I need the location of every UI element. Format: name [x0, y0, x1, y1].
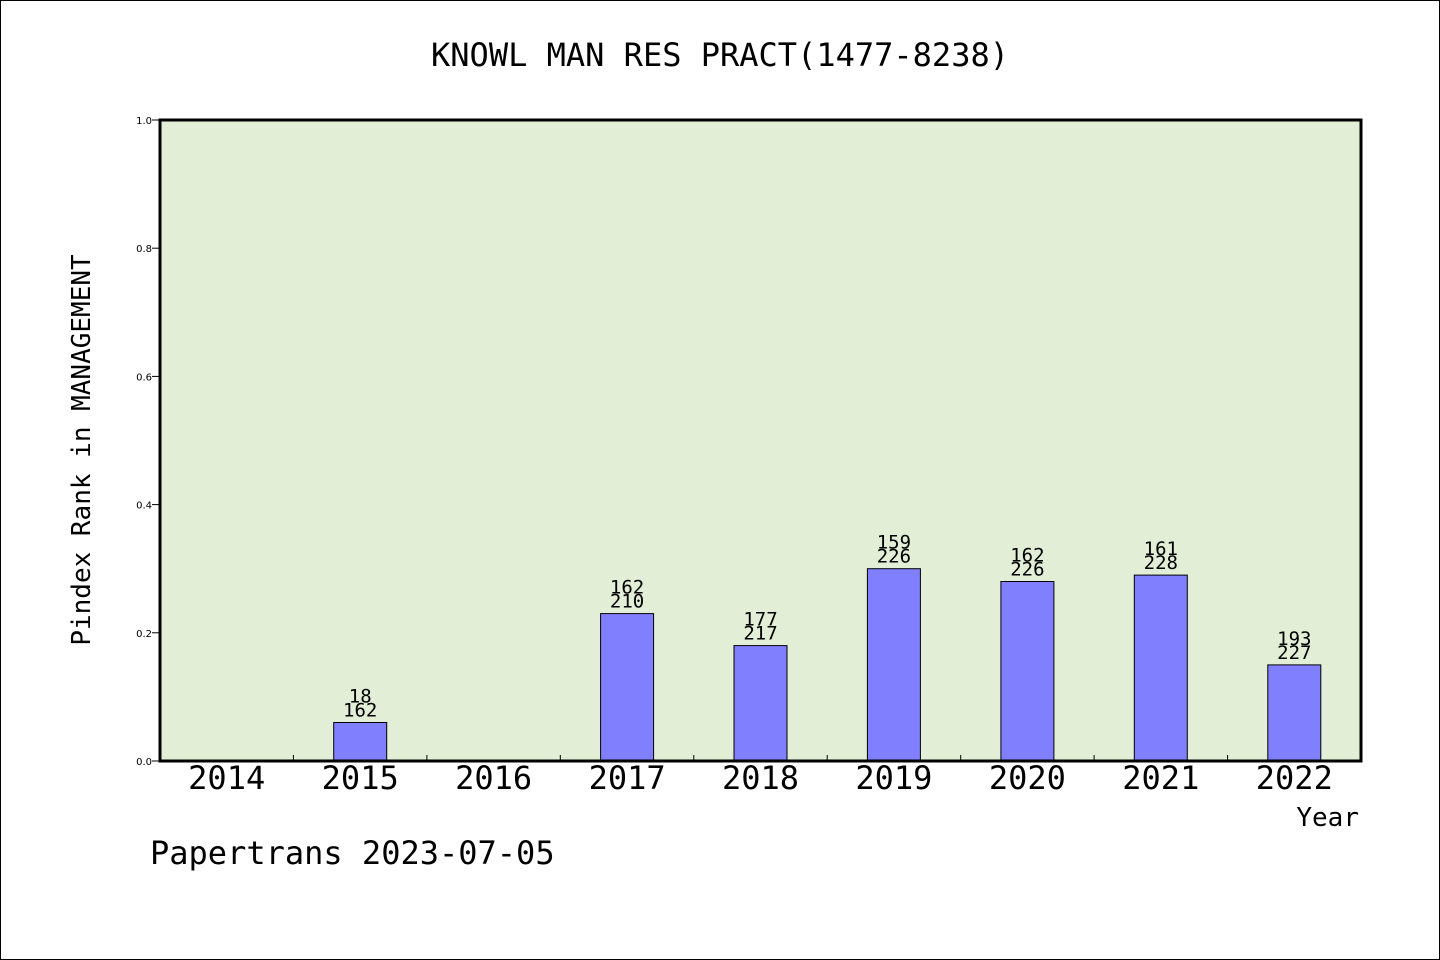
x-tick-label-2018: 2018 [722, 759, 799, 797]
data-label-bottom-2015: 162 [343, 700, 377, 722]
bar-2021 [1133, 574, 1188, 762]
plot-border [158, 118, 1363, 763]
x-tick-label-2020: 2020 [989, 759, 1066, 797]
data-label-top-2018: 177 [743, 609, 777, 631]
bar-2020 [1000, 581, 1055, 762]
x-tick-label-2014: 2014 [188, 759, 265, 797]
data-label-bottom-2020: 226 [1010, 559, 1044, 581]
bar-2022 [1267, 664, 1322, 762]
x-tick-label-2017: 2017 [589, 759, 666, 797]
data-label-bottom-2019: 226 [877, 546, 911, 568]
data-label-bottom-2022: 227 [1277, 642, 1311, 664]
bars-layer [333, 568, 1322, 762]
x-ticks-layer: 2014 2015 2016 2017 2018 2019 2020 2021 2022 [188, 755, 1333, 797]
data-label-top-2015: 18 [349, 686, 372, 708]
y-tick-label-0.8: 0.8 [136, 244, 152, 255]
bar-2019 [866, 568, 921, 762]
data-label-top-2021: 161 [1144, 538, 1178, 560]
chart-title: KNOWL MAN RES PRACT(1477-8238) [431, 36, 1009, 74]
data-label-bottom-2021: 228 [1144, 552, 1178, 574]
data-label-bottom-2018: 217 [743, 623, 777, 645]
footer-credit: Papertrans 2023-07-05 [150, 834, 555, 872]
y-tick-label-0.6: 0.6 [136, 372, 152, 383]
bar-2018 [733, 645, 788, 762]
x-tick-label-2019: 2019 [855, 759, 932, 797]
y-ticks-layer: 0.0 0.2 0.4 0.6 0.8 1.0 [136, 116, 160, 768]
x-tick-label-2016: 2016 [455, 759, 532, 797]
data-label-top-2017: 162 [610, 577, 644, 599]
y-axis-label: Pindex Rank in MANAGEMENT [67, 254, 97, 646]
data-label-top-2019: 159 [877, 532, 911, 554]
y-tick-label-1.0: 1.0 [136, 116, 152, 127]
x-axis-label: Year [1296, 803, 1359, 833]
bar-2015 [333, 722, 388, 762]
y-tick-label-0.2: 0.2 [136, 629, 152, 640]
data-label-top-2020: 162 [1010, 545, 1044, 567]
data-label-bottom-2017: 210 [610, 591, 644, 613]
y-tick-label-0.4: 0.4 [136, 501, 152, 512]
x-tick-label-2021: 2021 [1122, 759, 1199, 797]
data-label-top-2022: 193 [1277, 628, 1311, 650]
y-tick-label-0.0: 0.0 [136, 757, 152, 768]
x-tick-label-2015: 2015 [322, 759, 399, 797]
bar-2017 [600, 613, 655, 762]
x-tick-label-2022: 2022 [1256, 759, 1333, 797]
